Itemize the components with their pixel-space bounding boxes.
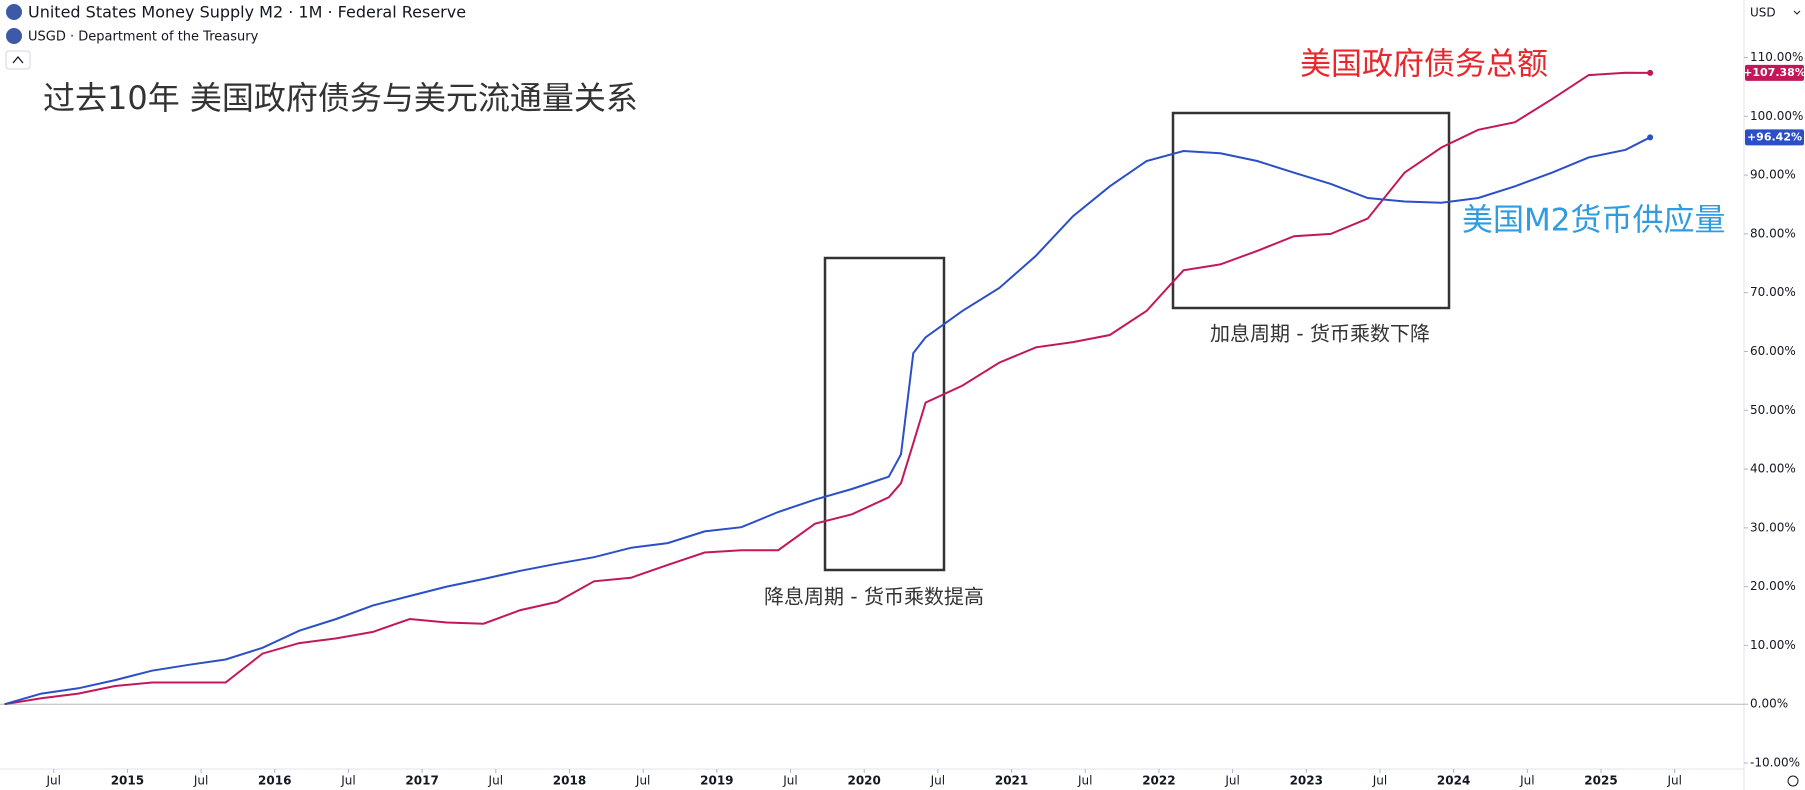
collapse-button[interactable] — [5, 50, 31, 70]
x-tick-label: 2023 — [1290, 774, 1323, 788]
main-symbol: United States Money Supply M2 · 1M · Fed… — [28, 3, 466, 22]
x-tick-label: Jul — [488, 774, 503, 788]
x-tick-label: 2018 — [553, 774, 586, 788]
x-tick-label: Jul — [782, 774, 797, 788]
x-tick-label: Jul — [1224, 774, 1239, 788]
x-tick-label: 2020 — [847, 774, 880, 788]
x-tick-label: 2024 — [1437, 774, 1470, 788]
settings-icon[interactable] — [1787, 775, 1799, 787]
x-tick-label: 2022 — [1142, 774, 1175, 788]
series-line — [4, 71, 1651, 706]
y-tick-label: 110.00% — [1750, 50, 1803, 64]
x-tick-label: Jul — [1077, 774, 1092, 788]
price-tag — [1745, 64, 1804, 81]
flag-icon — [6, 28, 22, 44]
annotation-box — [1171, 111, 1451, 310]
x-tick-label: Jul — [1519, 774, 1534, 788]
y-tick-label: 40.00% — [1750, 462, 1796, 476]
series-line — [4, 136, 1651, 706]
price-tag-label: +96.42% — [1747, 130, 1802, 143]
dropdown-icon — [1793, 10, 1801, 15]
x-tick-label: 2025 — [1584, 774, 1617, 788]
x-tick-label: Jul — [1372, 774, 1387, 788]
box-label: 降息周期 - 货币乘数提高 — [764, 585, 984, 609]
y-tick-label: 50.00% — [1750, 403, 1796, 417]
x-tick-label: 2015 — [111, 774, 144, 788]
annotation-box — [823, 256, 946, 572]
last-point — [1647, 134, 1654, 141]
box-label: 加息周期 - 货币乘数下降 — [1210, 322, 1430, 346]
y-tick-label: 70.00% — [1750, 285, 1796, 299]
collapse-icon — [12, 55, 24, 64]
currency-select[interactable]: USD — [1750, 6, 1776, 20]
y-tick-label: 10.00% — [1750, 638, 1796, 652]
y-tick-label: -10.00% — [1750, 756, 1800, 770]
last-point — [1647, 69, 1654, 76]
chart-title: 过去10年 美国政府债务与美元流通量关系 — [43, 79, 638, 117]
x-tick-label: Jul — [340, 774, 355, 788]
x-tick-label: Jul — [930, 774, 945, 788]
price-tag-label: +107.38% — [1743, 66, 1805, 79]
x-tick-label: Jul — [193, 774, 208, 788]
x-tick-label: Jul — [45, 774, 60, 788]
y-tick-label: 90.00% — [1750, 168, 1796, 182]
price-tag — [1745, 129, 1804, 146]
x-tick-label: 2019 — [700, 774, 733, 788]
y-tick-label: 100.00% — [1750, 109, 1803, 123]
compare-symbol: USGD · Department of the Treasury — [28, 30, 259, 45]
y-tick-label: 20.00% — [1750, 579, 1796, 593]
y-tick-label: 80.00% — [1750, 226, 1796, 240]
x-tick-label: Jul — [1666, 774, 1681, 788]
x-tick-label: 2016 — [258, 774, 291, 788]
m2-label: 美国M2货币供应量 — [1462, 203, 1725, 239]
x-tick-label: 2021 — [995, 774, 1028, 788]
y-tick-label: 60.00% — [1750, 344, 1796, 358]
debt-label: 美国政府债务总额 — [1300, 47, 1548, 83]
y-tick-label: 0.00% — [1750, 697, 1788, 711]
flag-icon — [6, 4, 22, 20]
x-tick-label: 2017 — [405, 774, 438, 788]
x-tick-label: Jul — [635, 774, 650, 788]
y-tick-label: 30.00% — [1750, 520, 1796, 534]
